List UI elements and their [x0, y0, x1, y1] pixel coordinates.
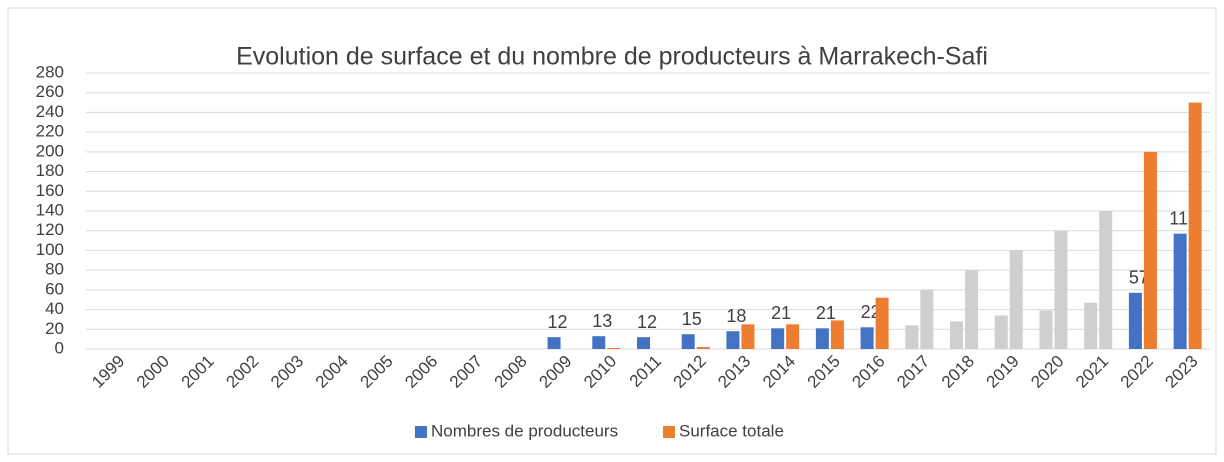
bar	[1188, 102, 1202, 349]
y-tick-label: 260	[36, 82, 64, 101]
y-tick-label: 200	[36, 141, 64, 160]
data-label: 13	[592, 311, 612, 331]
y-tick-label: 220	[36, 122, 64, 141]
y-tick-label: 120	[36, 220, 64, 239]
y-tick-label: 0	[55, 338, 64, 357]
bar	[607, 348, 621, 349]
bar	[681, 334, 695, 349]
bar	[994, 315, 1008, 349]
legend-label: Surface totale	[679, 421, 784, 440]
bar	[771, 328, 785, 349]
data-label: 15	[682, 309, 702, 329]
bar	[860, 327, 874, 349]
bar	[741, 324, 755, 349]
y-tick-label: 160	[36, 181, 64, 200]
y-tick-label: 280	[36, 62, 64, 81]
data-label: 21	[771, 303, 791, 323]
bar	[1039, 310, 1053, 349]
bar	[696, 347, 710, 349]
y-tick-label: 40	[45, 299, 64, 318]
bar	[726, 331, 740, 349]
bar	[637, 337, 650, 349]
y-tick-label: 20	[45, 319, 64, 338]
bar	[815, 328, 829, 349]
bar	[950, 321, 964, 349]
y-tick-label: 140	[36, 200, 64, 219]
bar	[1128, 292, 1142, 349]
bar	[1084, 302, 1098, 349]
chart-title: Evolution de surface et du nombre de pro…	[236, 43, 988, 71]
bar	[1099, 211, 1113, 349]
bar	[830, 320, 844, 349]
bar	[965, 270, 979, 349]
bar	[1173, 233, 1187, 349]
y-tick-label: 180	[36, 161, 64, 180]
legend-label: Nombres de producteurs	[431, 421, 618, 440]
bar	[592, 336, 606, 349]
y-tick-label: 240	[36, 102, 64, 121]
y-tick-label: 80	[45, 260, 64, 279]
data-label: 21	[816, 303, 836, 323]
bar	[1009, 250, 1023, 349]
bar	[875, 297, 889, 349]
bar	[920, 289, 934, 349]
data-label: 18	[726, 306, 746, 326]
y-tick-label: 100	[36, 240, 64, 259]
bar	[547, 337, 561, 349]
bar	[905, 325, 919, 349]
legend-swatch	[663, 426, 675, 438]
y-tick-label: 60	[45, 279, 64, 298]
bar	[786, 324, 800, 349]
bar	[1143, 151, 1157, 349]
bar	[1054, 230, 1068, 349]
legend-swatch	[415, 426, 427, 438]
data-label: 12	[637, 312, 657, 332]
data-label: 12	[548, 312, 568, 332]
